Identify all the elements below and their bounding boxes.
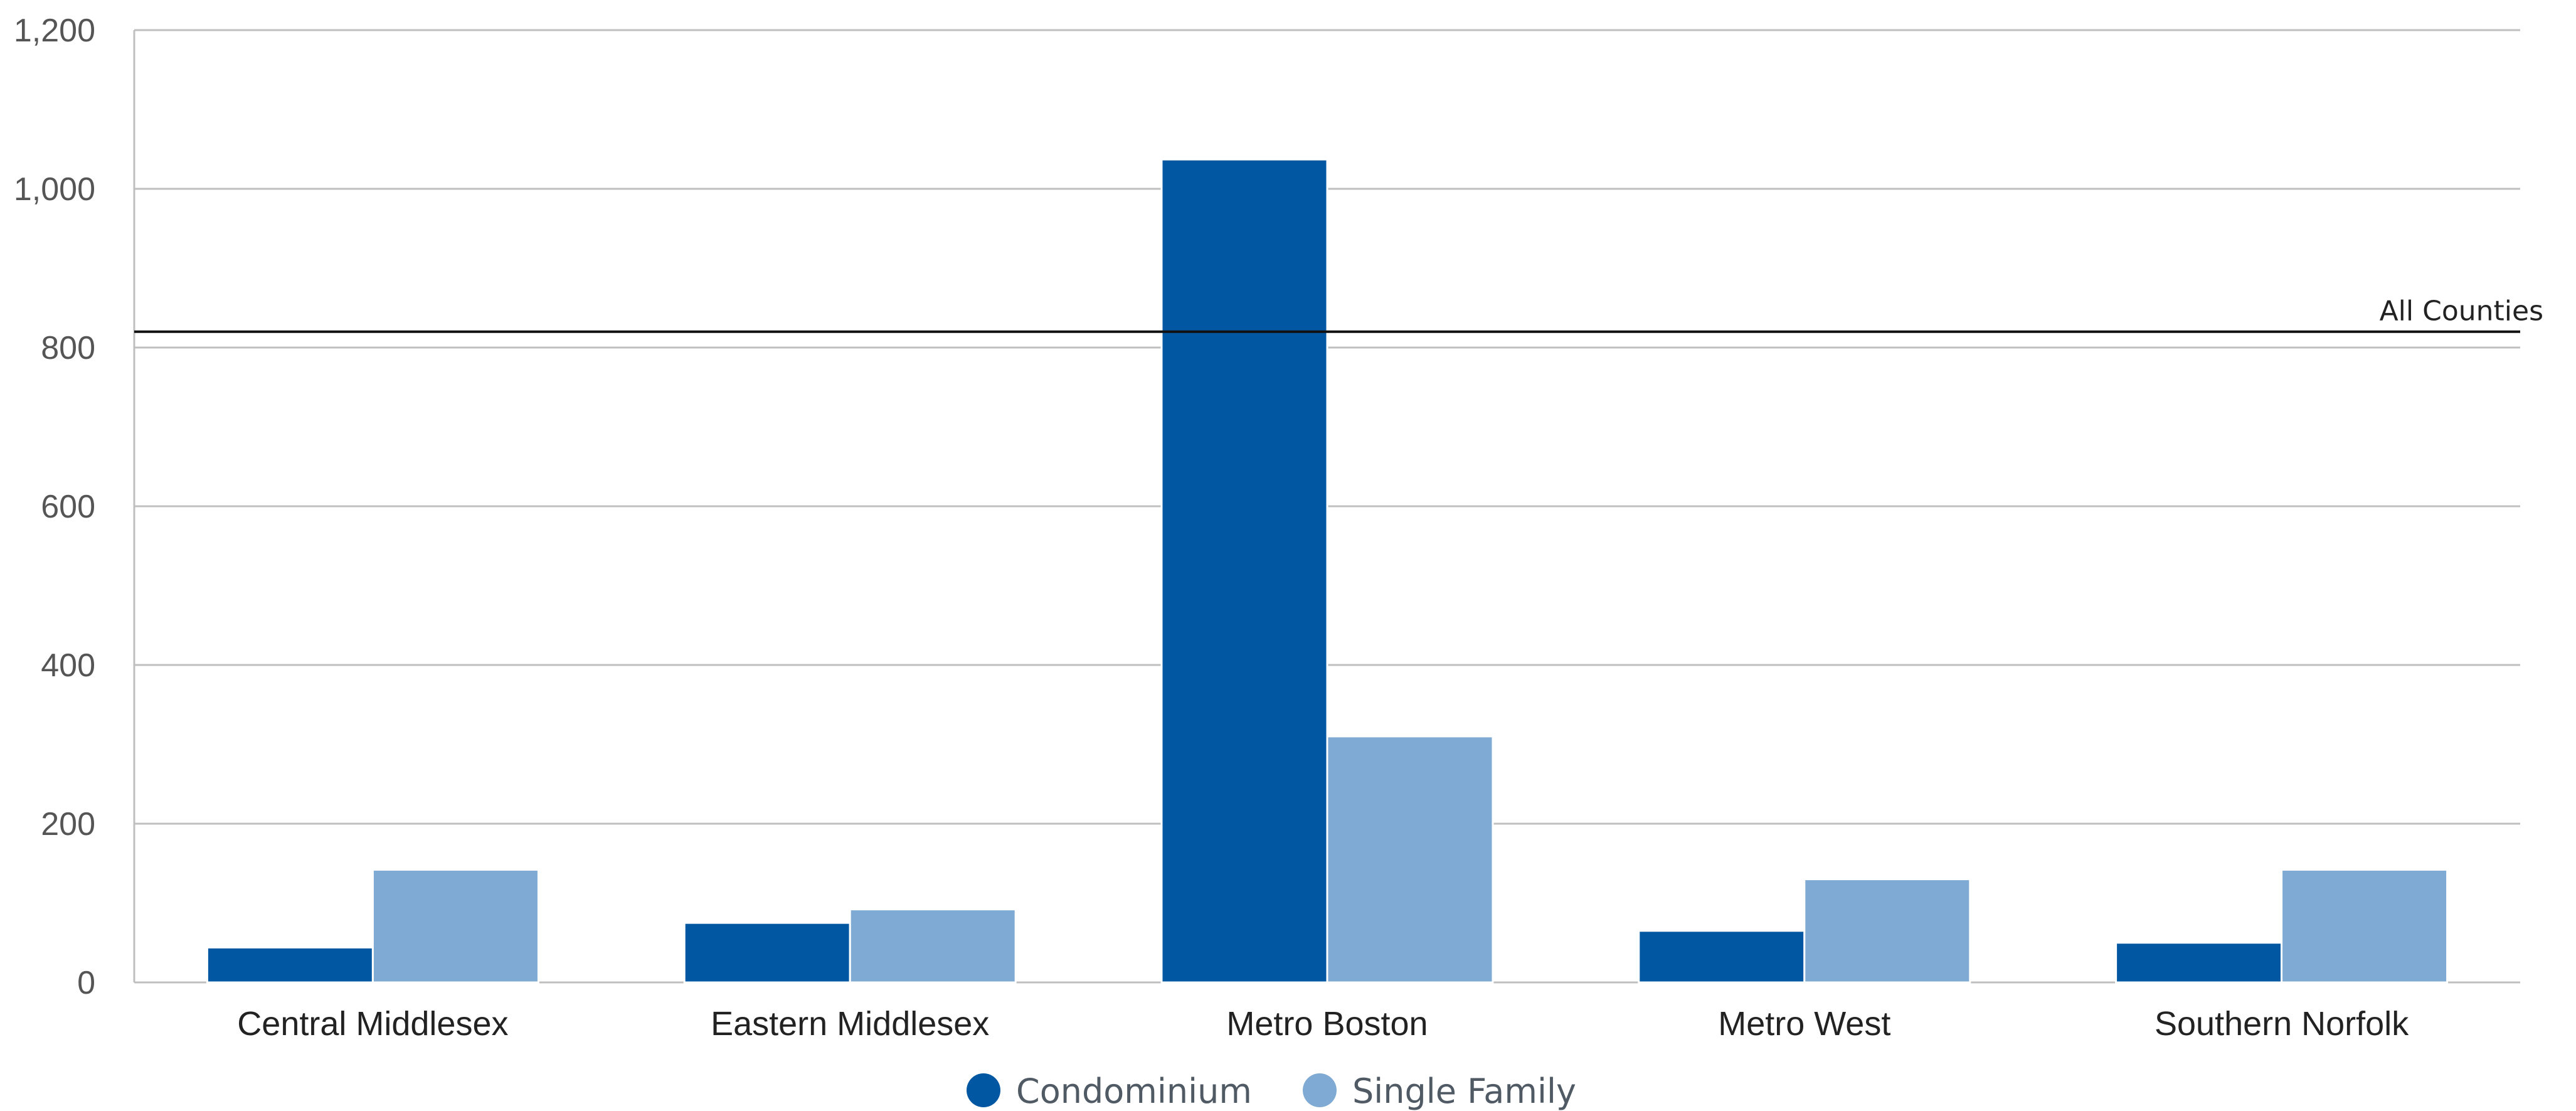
bar-condominium bbox=[683, 922, 851, 984]
y-tick-label: 800 bbox=[41, 330, 95, 366]
y-tick-label: 0 bbox=[77, 965, 95, 1001]
legend-marker bbox=[967, 1073, 1000, 1107]
legend-marker bbox=[1303, 1073, 1337, 1107]
x-tick-label: Southern Norfolk bbox=[2155, 1005, 2409, 1043]
y-tick-label: 600 bbox=[41, 489, 95, 525]
x-axis-labels: Central Middlesex Eastern Middlesex Metro … bbox=[237, 1005, 2409, 1043]
legend: Condominium Single Family bbox=[967, 1071, 1576, 1111]
x-tick-label: Eastern Middlesex bbox=[711, 1005, 989, 1043]
legend-label: Single Family bbox=[1352, 1071, 1576, 1111]
bar-single-family bbox=[371, 868, 539, 984]
bar-condominium bbox=[1160, 158, 1328, 984]
bar-condominium bbox=[206, 946, 374, 984]
y-tick-label: 200 bbox=[41, 806, 95, 843]
y-tick-label: 1,000 bbox=[14, 171, 95, 208]
x-tick-label: Metro West bbox=[1718, 1005, 1890, 1043]
reference-line-group: All Counties bbox=[134, 295, 2543, 333]
x-tick-label: Metro Boston bbox=[1226, 1005, 1428, 1043]
bar-condominium bbox=[2115, 942, 2283, 984]
y-axis-ticks: 0 200 400 600 800 1,000 1,200 bbox=[14, 13, 95, 1001]
bar-single-family bbox=[849, 908, 1017, 984]
all-counties-label: All Counties bbox=[2380, 295, 2543, 327]
bars bbox=[206, 158, 2449, 984]
bar-single-family bbox=[1326, 735, 1494, 984]
bar-condominium bbox=[1638, 930, 1806, 984]
legend-label: Condominium bbox=[1016, 1071, 1252, 1111]
y-tick-label: 400 bbox=[41, 647, 95, 684]
bar-single-family bbox=[1803, 878, 1971, 984]
y-tick-label: 1,200 bbox=[14, 13, 95, 49]
x-tick-label: Central Middlesex bbox=[237, 1005, 508, 1043]
bar-single-family bbox=[2281, 868, 2449, 984]
